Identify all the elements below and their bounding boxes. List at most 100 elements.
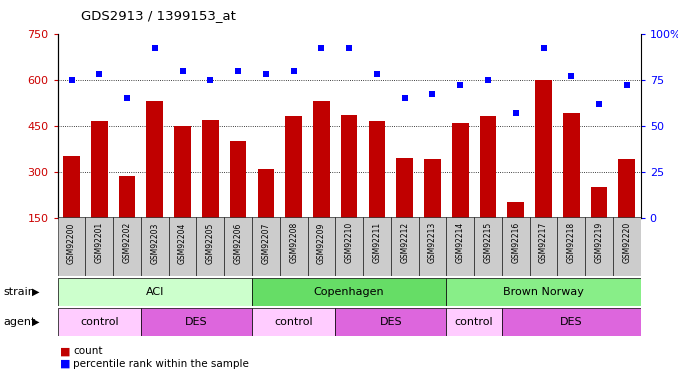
Bar: [474, 217, 502, 276]
Point: [622, 82, 633, 88]
Bar: [336, 308, 446, 336]
Text: Copenhagen: Copenhagen: [314, 286, 384, 297]
Bar: [119, 176, 136, 218]
Text: GSM92202: GSM92202: [123, 222, 132, 263]
Point: [455, 82, 466, 88]
Bar: [252, 308, 336, 336]
Bar: [252, 217, 280, 276]
Text: GSM92213: GSM92213: [428, 222, 437, 263]
Point: [205, 77, 216, 83]
Text: GSM92215: GSM92215: [483, 222, 492, 263]
Bar: [530, 217, 557, 276]
Point: [94, 71, 104, 77]
Bar: [230, 141, 246, 218]
Text: control: control: [455, 316, 494, 327]
Bar: [535, 80, 552, 218]
Text: GSM92203: GSM92203: [151, 222, 159, 264]
Text: strain: strain: [3, 286, 35, 297]
Bar: [141, 308, 252, 336]
Text: GSM92220: GSM92220: [622, 222, 631, 263]
Text: GSM92206: GSM92206: [234, 222, 243, 264]
Text: ▶: ▶: [32, 316, 39, 327]
Bar: [280, 217, 308, 276]
Bar: [258, 168, 274, 217]
Bar: [502, 217, 530, 276]
Text: GDS2913 / 1399153_at: GDS2913 / 1399153_at: [81, 9, 236, 22]
Bar: [174, 126, 191, 218]
Point: [344, 45, 355, 51]
Bar: [308, 217, 336, 276]
Point: [594, 100, 605, 106]
Text: DES: DES: [380, 316, 402, 327]
Point: [149, 45, 160, 51]
Point: [538, 45, 549, 51]
Text: GSM92212: GSM92212: [400, 222, 410, 263]
Text: control: control: [80, 316, 119, 327]
Text: GSM92214: GSM92214: [456, 222, 464, 263]
Bar: [363, 217, 391, 276]
Bar: [113, 217, 141, 276]
Text: ACI: ACI: [146, 286, 164, 297]
Point: [372, 71, 382, 77]
Bar: [341, 115, 357, 218]
Bar: [446, 217, 474, 276]
Bar: [285, 116, 302, 218]
Bar: [58, 278, 252, 306]
Point: [483, 77, 494, 83]
Point: [66, 77, 77, 83]
Text: GSM92205: GSM92205: [206, 222, 215, 264]
Bar: [202, 120, 219, 218]
Point: [288, 68, 299, 74]
Point: [511, 110, 521, 116]
Text: GSM92208: GSM92208: [289, 222, 298, 263]
Text: GSM92209: GSM92209: [317, 222, 326, 264]
Point: [316, 45, 327, 51]
Text: ▶: ▶: [32, 286, 39, 297]
Bar: [618, 159, 635, 218]
Bar: [418, 217, 446, 276]
Text: GSM92217: GSM92217: [539, 222, 548, 263]
Bar: [424, 159, 441, 218]
Text: GSM92207: GSM92207: [262, 222, 271, 264]
Point: [260, 71, 271, 77]
Bar: [613, 217, 641, 276]
Bar: [591, 187, 607, 218]
Text: GSM92204: GSM92204: [178, 222, 187, 264]
Bar: [502, 308, 641, 336]
Point: [399, 95, 410, 101]
Text: GSM92218: GSM92218: [567, 222, 576, 263]
Text: agent: agent: [3, 316, 36, 327]
Bar: [557, 217, 585, 276]
Bar: [141, 217, 169, 276]
Bar: [336, 217, 363, 276]
Bar: [397, 158, 413, 218]
Text: ■: ■: [60, 346, 70, 356]
Point: [233, 68, 243, 74]
Bar: [446, 308, 502, 336]
Text: GSM92216: GSM92216: [511, 222, 520, 263]
Bar: [197, 217, 224, 276]
Bar: [452, 123, 468, 218]
Text: DES: DES: [560, 316, 582, 327]
Bar: [169, 217, 197, 276]
Text: DES: DES: [185, 316, 207, 327]
Bar: [85, 217, 113, 276]
Bar: [224, 217, 252, 276]
Point: [121, 95, 132, 101]
Bar: [313, 101, 330, 217]
Bar: [585, 217, 613, 276]
Bar: [391, 217, 418, 276]
Bar: [479, 116, 496, 218]
Bar: [563, 113, 580, 218]
Text: GSM92219: GSM92219: [595, 222, 603, 263]
Text: GSM92201: GSM92201: [95, 222, 104, 263]
Bar: [446, 278, 641, 306]
Text: count: count: [73, 346, 103, 356]
Point: [427, 92, 438, 98]
Text: GSM92200: GSM92200: [67, 222, 76, 264]
Text: percentile rank within the sample: percentile rank within the sample: [73, 359, 249, 369]
Text: Brown Norway: Brown Norway: [503, 286, 584, 297]
Point: [566, 73, 577, 79]
Bar: [252, 278, 446, 306]
Bar: [369, 121, 385, 218]
